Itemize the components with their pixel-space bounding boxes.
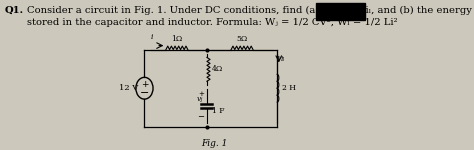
Text: iₗ: iₗ: [281, 56, 285, 63]
Text: Fig. 1: Fig. 1: [201, 139, 228, 148]
Text: vⱼ: vⱼ: [197, 95, 203, 103]
FancyBboxPatch shape: [316, 3, 365, 20]
Text: stored in the capacitor and inductor. Formula: Wⱼ = 1/2 CV², Wₗ = 1/2 Li²: stored in the capacitor and inductor. Fo…: [27, 18, 397, 27]
Text: 2 H: 2 H: [282, 84, 296, 92]
Text: 5Ω: 5Ω: [237, 35, 248, 43]
Text: Q1.: Q1.: [5, 6, 24, 15]
Text: Consider a circuit in Fig. 1. Under DC conditions, find (a) i, vⱼ and iₗ, and (b: Consider a circuit in Fig. 1. Under DC c…: [27, 6, 472, 15]
Text: 1 F: 1 F: [211, 107, 224, 115]
Text: 1Ω: 1Ω: [171, 35, 182, 43]
Text: −: −: [197, 112, 204, 121]
Text: 4Ω: 4Ω: [211, 65, 223, 73]
Text: +: +: [198, 91, 204, 97]
Text: 12 V: 12 V: [119, 84, 138, 92]
Text: −: −: [140, 88, 149, 98]
Text: i: i: [151, 33, 154, 41]
Text: +: +: [141, 80, 148, 89]
